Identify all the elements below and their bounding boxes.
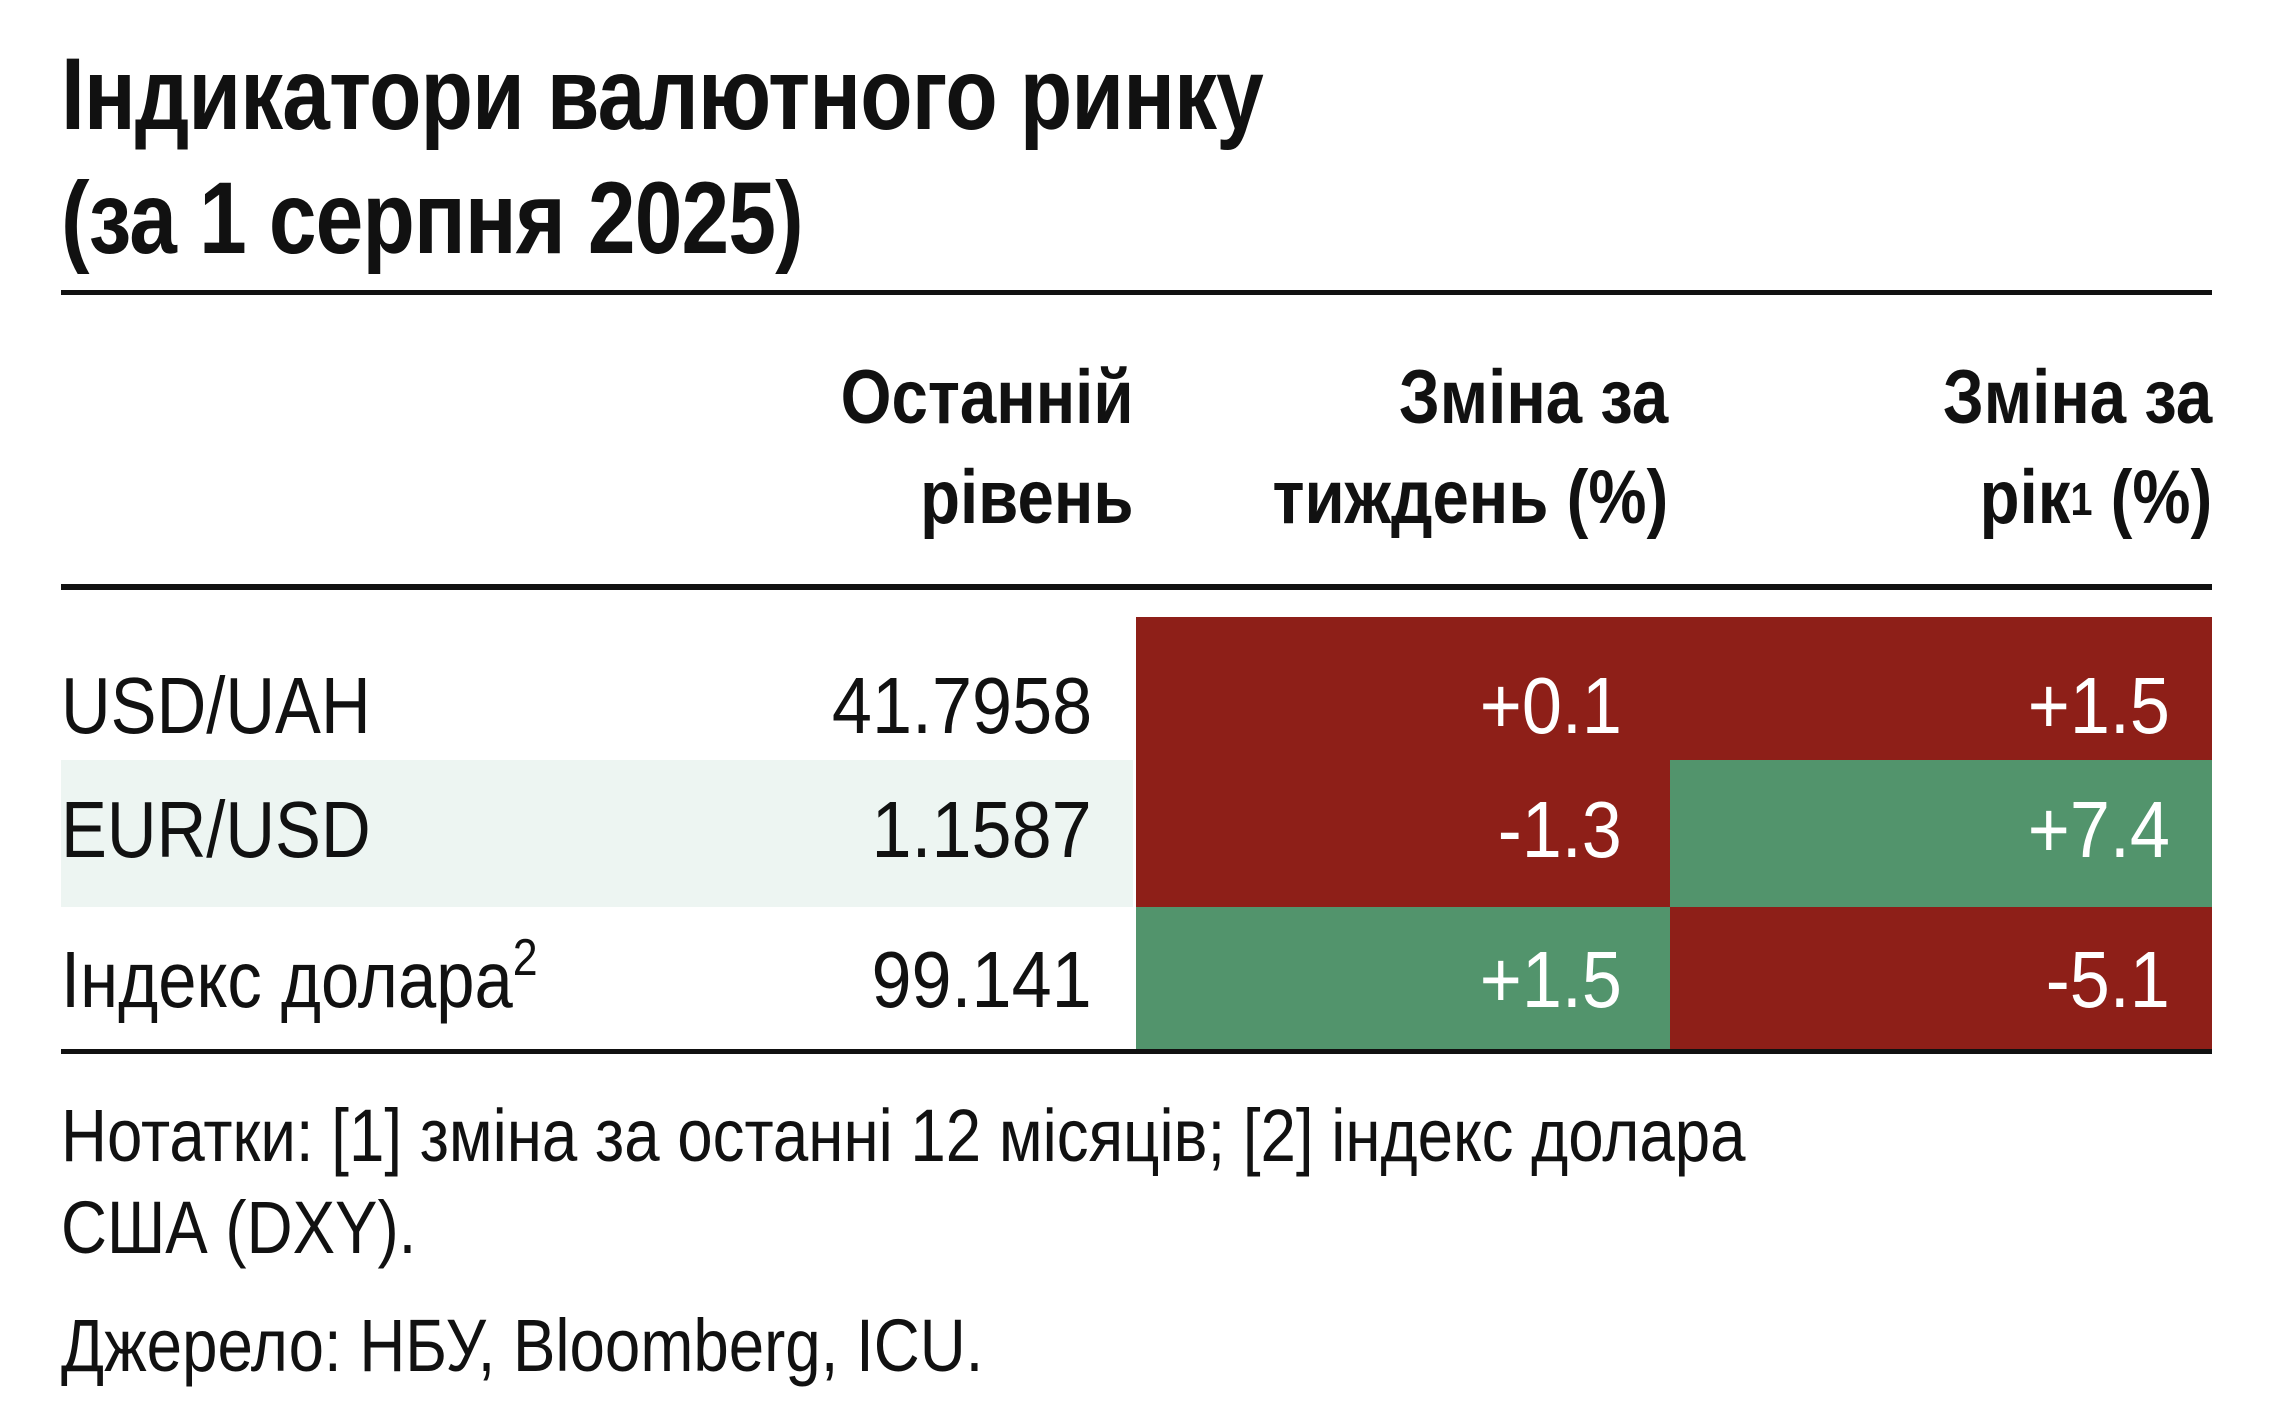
header-year-unit: (%) bbox=[2092, 455, 2212, 540]
row-label: USD/UAH bbox=[61, 666, 371, 746]
row-label: Індекс долара2 bbox=[61, 932, 538, 1020]
row-label: EUR/USD bbox=[61, 790, 371, 870]
year-change-cell bbox=[1670, 617, 2212, 760]
header-last-level: Останній рівень bbox=[841, 348, 1134, 548]
row-label-text: Індекс долара bbox=[61, 935, 513, 1024]
table-title: Індикатори валютного ринку (за 1 серпня … bbox=[61, 32, 1867, 280]
week-change-cell bbox=[1136, 617, 1670, 760]
header-week-change: Зміна за тиждень (%) bbox=[1272, 348, 1668, 548]
row-level-value: 99.141 bbox=[871, 935, 1092, 1024]
header-year-word: рік bbox=[1979, 455, 2071, 540]
header-year-footnote-mark: 1 bbox=[2070, 473, 2093, 525]
row-year-change-value: +7.4 bbox=[2027, 785, 2170, 874]
row-week-change-value: +0.1 bbox=[1479, 661, 1622, 750]
year-change-cell bbox=[1670, 907, 2212, 1049]
notes: Нотатки: [1] зміна за останні 12 місяців… bbox=[61, 1090, 1746, 1274]
row-label-text: USD/UAH bbox=[61, 661, 371, 750]
title-line-1: Індикатори валютного ринку bbox=[61, 37, 1264, 151]
notes-line-1: Нотатки: [1] зміна за останні 12 місяців… bbox=[61, 1094, 1746, 1177]
title-line-2: (за 1 серпня 2025) bbox=[61, 161, 804, 275]
row-label-text: EUR/USD bbox=[61, 785, 371, 874]
top-rule bbox=[61, 290, 2212, 295]
header-week-change-line2: тиждень (%) bbox=[1272, 455, 1668, 540]
header-week-change-line1: Зміна за bbox=[1398, 355, 1668, 440]
header-year-change-line2: рік1 (%) bbox=[1943, 448, 2212, 548]
header-last-level-line1: Останній bbox=[841, 355, 1134, 440]
week-change-cell bbox=[1136, 907, 1670, 1049]
source-note: Джерело: НБУ, Bloomberg, ICU. bbox=[61, 1304, 984, 1387]
header-rule bbox=[61, 584, 2212, 590]
row-week-change-value: +1.5 bbox=[1479, 935, 1622, 1024]
row-stripe bbox=[61, 760, 1133, 907]
header-year-change: Зміна за рік1 (%) bbox=[1943, 348, 2212, 548]
year-change-cell bbox=[1670, 760, 2212, 907]
row-level-value: 41.7958 bbox=[831, 661, 1092, 750]
row-year-change-value: +1.5 bbox=[2027, 661, 2170, 750]
header-last-level-line2: рівень bbox=[920, 455, 1134, 540]
row-year-change-value: -5.1 bbox=[2045, 935, 2170, 1024]
bottom-rule bbox=[61, 1049, 2212, 1054]
row-week-change-value: -1.3 bbox=[1497, 785, 1622, 874]
notes-line-2: США (DXY). bbox=[61, 1186, 417, 1269]
week-change-cell bbox=[1136, 760, 1670, 907]
row-footnote-mark: 2 bbox=[512, 929, 538, 988]
header-year-change-line1: Зміна за bbox=[1942, 355, 2212, 440]
row-level-value: 1.1587 bbox=[871, 785, 1092, 874]
